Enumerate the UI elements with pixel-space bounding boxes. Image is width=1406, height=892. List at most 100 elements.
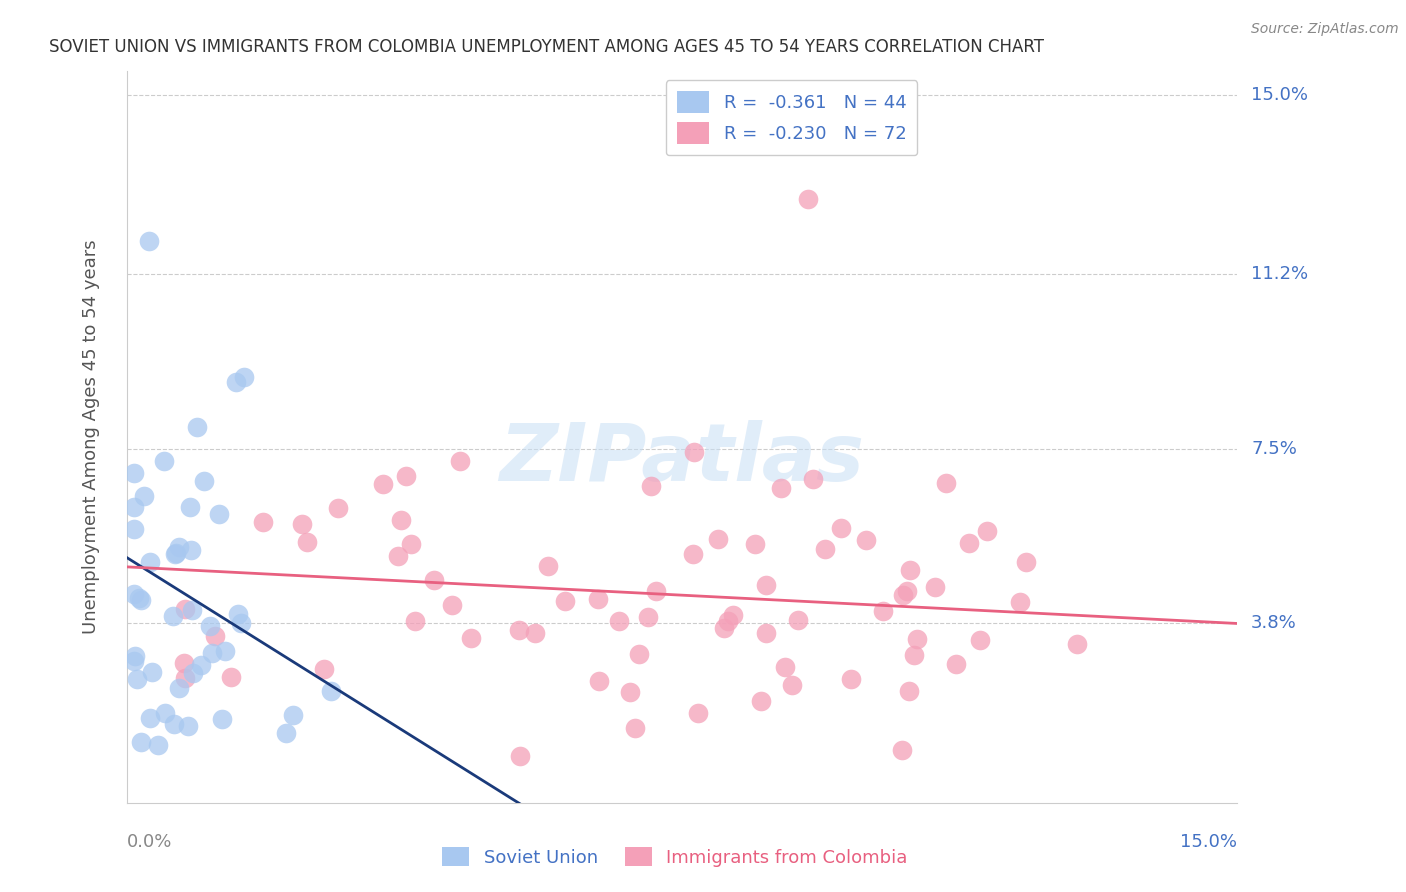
Point xyxy=(787,613,810,627)
Point xyxy=(274,725,297,739)
Point xyxy=(744,537,766,551)
Point xyxy=(146,738,169,752)
Point xyxy=(607,614,630,628)
Point xyxy=(814,541,837,556)
Text: 7.5%: 7.5% xyxy=(1251,440,1298,458)
Point xyxy=(839,672,862,686)
Point xyxy=(905,632,928,647)
Point xyxy=(387,549,409,563)
Point xyxy=(707,533,730,547)
Point xyxy=(233,370,256,384)
Point xyxy=(219,670,242,684)
Point xyxy=(898,684,921,698)
Point xyxy=(281,707,304,722)
Point xyxy=(122,500,145,515)
Text: 15.0%: 15.0% xyxy=(1180,833,1237,851)
Point xyxy=(924,580,946,594)
Point xyxy=(174,671,197,685)
Text: SOVIET UNION VS IMMIGRANTS FROM COLOMBIA UNEMPLOYMENT AMONG AGES 45 TO 54 YEARS : SOVIET UNION VS IMMIGRANTS FROM COLOMBIA… xyxy=(49,38,1043,56)
Point xyxy=(713,621,735,635)
Point xyxy=(969,633,991,648)
Point xyxy=(229,616,252,631)
Point xyxy=(371,476,394,491)
Point xyxy=(214,643,236,657)
Point xyxy=(122,587,145,601)
Point xyxy=(1015,555,1038,569)
Point xyxy=(441,598,464,612)
Point xyxy=(125,672,148,686)
Point xyxy=(295,534,318,549)
Point xyxy=(190,657,212,672)
Point xyxy=(132,489,155,503)
Point xyxy=(169,540,191,554)
Point xyxy=(312,663,335,677)
Point xyxy=(162,609,184,624)
Point xyxy=(204,629,226,643)
Text: 11.2%: 11.2% xyxy=(1251,265,1309,284)
Point xyxy=(129,593,152,607)
Y-axis label: Unemployment Among Ages 45 to 54 years: Unemployment Among Ages 45 to 54 years xyxy=(82,240,100,634)
Point xyxy=(755,626,778,640)
Point xyxy=(180,542,202,557)
Point xyxy=(449,454,471,468)
Point xyxy=(637,609,659,624)
Point xyxy=(201,646,224,660)
Point xyxy=(935,476,957,491)
Point xyxy=(627,647,650,661)
Point xyxy=(128,591,150,605)
Point xyxy=(903,648,925,663)
Point xyxy=(131,735,153,749)
Point xyxy=(801,472,824,486)
Point xyxy=(153,454,176,468)
Point xyxy=(389,513,412,527)
Point xyxy=(291,516,314,531)
Point xyxy=(682,445,704,459)
Point xyxy=(891,588,914,602)
Point xyxy=(976,524,998,538)
Point xyxy=(138,234,160,248)
Point xyxy=(122,522,145,536)
Point xyxy=(588,674,610,689)
Point xyxy=(619,685,641,699)
Text: 0.0%: 0.0% xyxy=(127,833,172,851)
Point xyxy=(181,603,204,617)
Point xyxy=(179,500,201,514)
Point xyxy=(797,192,820,206)
Point xyxy=(319,683,342,698)
Point xyxy=(122,466,145,480)
Point xyxy=(957,536,980,550)
Point xyxy=(780,678,803,692)
Point xyxy=(139,711,162,725)
Point xyxy=(141,665,163,679)
Point xyxy=(177,719,200,733)
Point xyxy=(872,603,894,617)
Point xyxy=(830,521,852,535)
Point xyxy=(395,469,418,483)
Point xyxy=(173,601,195,615)
Point xyxy=(165,546,187,560)
Point xyxy=(509,748,531,763)
Point xyxy=(225,375,247,389)
Point xyxy=(122,654,145,668)
Point xyxy=(717,614,740,628)
Point xyxy=(193,474,215,488)
Point xyxy=(404,615,426,629)
Point xyxy=(186,420,208,434)
Point xyxy=(173,656,195,670)
Point xyxy=(855,533,877,547)
Point xyxy=(1066,637,1088,651)
Point xyxy=(890,743,912,757)
Legend: R =  -0.361   N = 44, R =  -0.230   N = 72: R = -0.361 N = 44, R = -0.230 N = 72 xyxy=(666,80,917,155)
Legend: Soviet Union, Immigrants from Colombia: Soviet Union, Immigrants from Colombia xyxy=(434,840,915,874)
Point xyxy=(155,706,177,720)
Text: ZIPatlas: ZIPatlas xyxy=(499,420,865,498)
Point xyxy=(401,537,423,551)
Point xyxy=(723,607,745,622)
Point xyxy=(508,623,530,637)
Point xyxy=(163,547,186,561)
Text: 15.0%: 15.0% xyxy=(1251,86,1308,104)
Point xyxy=(423,574,446,588)
Point xyxy=(211,712,233,726)
Point xyxy=(773,660,796,674)
Point xyxy=(523,625,546,640)
